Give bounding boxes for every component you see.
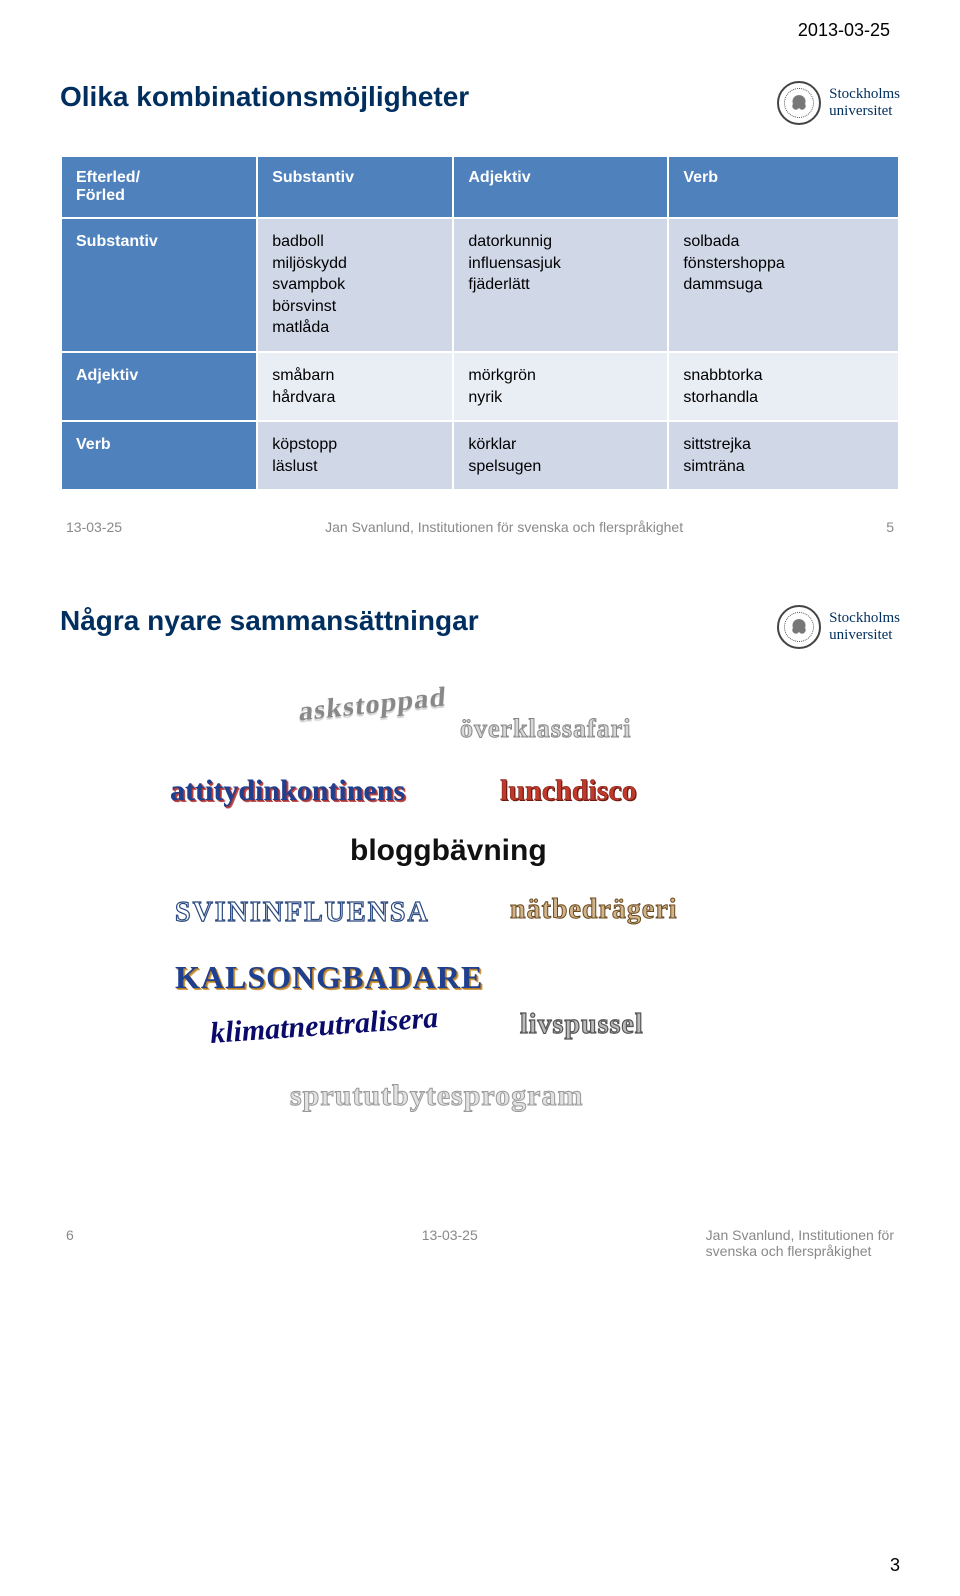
word-svininfluensa: SVININFLUENSA <box>175 897 430 929</box>
slide-2-footer-right: Jan Svanlund, Institutionen för svenska … <box>706 1227 894 1259</box>
cell: datorkunnig influensasjuk fjäderlätt <box>453 218 668 352</box>
slide-2-footer: 6 13-03-25 Jan Svanlund, Institutionen f… <box>60 1227 900 1259</box>
word-livspussel: livspussel <box>520 1009 644 1041</box>
university-logo: Stockholms universitet <box>777 81 900 125</box>
slide-1-footer-date: 13-03-25 <box>66 519 122 535</box>
university-name: Stockholms universitet <box>829 86 900 121</box>
table-header-row: Efterled/ Förled Substantiv Adjektiv Ver… <box>61 156 899 218</box>
word-kalsongbadare: KALSONGBADARE <box>175 959 483 996</box>
slide-2-footer-date: 13-03-25 <box>422 1227 478 1243</box>
slide-1-title: Olika kombinationsmöjligheter <box>60 81 469 113</box>
word-overklassafari: överklassafari <box>460 714 631 744</box>
slide-1-header: Olika kombinationsmöjligheter Stockholms… <box>60 81 900 125</box>
cell: sittstrejka simträna <box>668 421 899 490</box>
slide-1-footer-center: Jan Svanlund, Institutionen för svenska … <box>122 519 886 535</box>
word-lunchdisco: lunchdisco <box>500 774 637 808</box>
university-seal-icon <box>777 605 821 649</box>
table-row: Adjektiv småbarn hårdvara mörkgrön nyrik… <box>61 352 899 421</box>
university-name-line2: universitet <box>829 627 900 644</box>
row-head-substantiv: Substantiv <box>61 218 257 352</box>
th-efterled-forled: Efterled/ Förled <box>61 156 257 218</box>
slide-1: Olika kombinationsmöjligheter Stockholms… <box>60 81 900 535</box>
slide-2-title: Några nyare sammansättningar <box>60 605 479 637</box>
table-row: Substantiv badboll miljöskydd svampbok b… <box>61 218 899 352</box>
university-name-line1: Stockholms <box>829 610 900 627</box>
cell: snabbtorka storhandla <box>668 352 899 421</box>
word-attitydinkontinens: attitydinkontinens <box>170 774 405 808</box>
word-klimatneutralisera: klimatneutralisera <box>209 1001 439 1051</box>
word-cloud: askstoppad överklassafari attitydinkonti… <box>60 679 900 1199</box>
word-sprututbytesprogram: sprututbytesprogram <box>290 1079 583 1113</box>
table-row: Verb köpstopp läslust körklar spelsugen … <box>61 421 899 490</box>
slide-1-footer-page: 5 <box>886 519 894 535</box>
row-head-adjektiv: Adjektiv <box>61 352 257 421</box>
combination-table: Efterled/ Förled Substantiv Adjektiv Ver… <box>60 155 900 491</box>
page: 2013-03-25 Olika kombinationsmöjligheter… <box>0 0 960 1596</box>
th-verb: Verb <box>668 156 899 218</box>
word-askstoppad: askstoppad <box>298 682 448 729</box>
slide-1-footer: 13-03-25 Jan Svanlund, Institutionen för… <box>60 519 900 535</box>
university-name-line1: Stockholms <box>829 86 900 103</box>
th-adjektiv: Adjektiv <box>453 156 668 218</box>
cell: småbarn hårdvara <box>257 352 453 421</box>
cell: solbada fönstershoppa dammsuga <box>668 218 899 352</box>
word-natbedrageri: nätbedrägeri <box>510 894 678 926</box>
page-number: 3 <box>890 1555 900 1576</box>
university-seal-icon <box>777 81 821 125</box>
cell: mörkgrön nyrik <box>453 352 668 421</box>
row-head-verb: Verb <box>61 421 257 490</box>
cell: köpstopp läslust <box>257 421 453 490</box>
slide-2-footer-left: 6 <box>66 1227 74 1243</box>
th-substantiv: Substantiv <box>257 156 453 218</box>
slide-2-header: Några nyare sammansättningar Stockholms … <box>60 605 900 649</box>
university-logo: Stockholms universitet <box>777 605 900 649</box>
slide-2: Några nyare sammansättningar Stockholms … <box>60 605 900 1259</box>
cell: badboll miljöskydd svampbok börsvinst ma… <box>257 218 453 352</box>
word-bloggbavning: bloggbävning <box>350 834 547 868</box>
university-name-line2: universitet <box>829 103 900 120</box>
university-name: Stockholms universitet <box>829 610 900 645</box>
page-date: 2013-03-25 <box>60 20 900 41</box>
cell: körklar spelsugen <box>453 421 668 490</box>
